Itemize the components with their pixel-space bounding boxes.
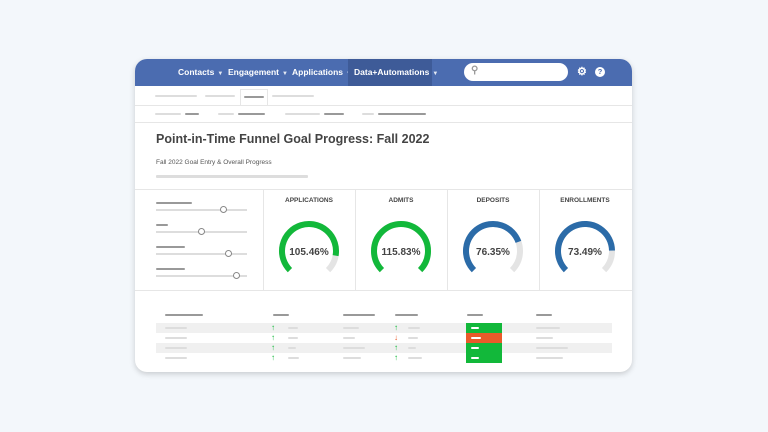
nav-engagement[interactable]: Engagement ▼	[223, 59, 293, 86]
slider-handle[interactable]	[219, 206, 227, 213]
tab-placeholder[interactable]	[155, 95, 197, 97]
gauge-applications: 105.46%	[279, 221, 339, 273]
nav-label: Engagement	[228, 67, 280, 77]
nav-applications[interactable]: Applications▼	[287, 59, 357, 86]
goal-slider[interactable]	[156, 228, 247, 235]
page-title: Point-in-Time Funnel Goal Progress: Fall…	[156, 132, 430, 146]
trend-up-icon: ↑	[271, 323, 275, 332]
goal-slider[interactable]	[156, 250, 247, 257]
trend-up-icon: ↑	[271, 353, 275, 362]
trend-up-icon: ↑	[394, 353, 398, 362]
slider-handle[interactable]	[225, 250, 233, 257]
slider-label	[156, 268, 185, 270]
status-badge	[466, 353, 502, 363]
gauge-title: APPLICATIONS	[285, 197, 333, 204]
dashboard-window: Contacts▼ Engagement▼ Applications▼ Data…	[135, 59, 632, 372]
trend-up-icon: ↑	[394, 343, 398, 352]
page-subtitle: Fall 2022 Goal Entry & Overall Progress	[156, 159, 272, 166]
slider-handle[interactable]	[198, 228, 205, 235]
gear-icon[interactable]: ⚙	[577, 66, 587, 78]
gauge-fill	[279, 221, 339, 273]
goal-slider[interactable]	[156, 272, 247, 279]
tab-placeholder[interactable]	[272, 95, 314, 97]
search-icon: ⚲	[471, 65, 479, 76]
table-row[interactable]: ↑ ↑	[156, 323, 612, 333]
nav-label: Data+Automations	[354, 67, 430, 77]
tab-active[interactable]	[240, 89, 268, 106]
gauge-value: 115.83%	[382, 247, 421, 258]
slider-label	[156, 246, 185, 248]
gauge-value: 76.35%	[476, 247, 510, 258]
gauge-fill	[555, 221, 615, 273]
goal-slider[interactable]	[156, 206, 247, 213]
table-row[interactable]: ↑ ↑	[156, 353, 612, 363]
tab-placeholder[interactable]	[205, 95, 235, 97]
status-badge	[466, 323, 502, 333]
gauge-value: 105.46%	[289, 247, 329, 258]
nav-contacts[interactable]: Contacts ▼	[173, 59, 228, 86]
gauge-fill	[463, 221, 522, 273]
status-badge	[466, 333, 502, 343]
help-icon[interactable]: ?	[595, 67, 605, 77]
chevron-down-icon: ▼	[282, 71, 288, 77]
trend-up-icon: ↑	[394, 323, 398, 332]
chevron-down-icon: ▼	[217, 71, 224, 77]
nav-label: Applications	[292, 67, 344, 77]
table-row[interactable]: ↑ ↓	[156, 333, 612, 343]
gauge-title: DEPOSITS	[476, 197, 510, 204]
slider-label	[156, 202, 192, 204]
slider-label	[156, 224, 168, 226]
trend-up-icon: ↑	[271, 333, 275, 342]
gauge-enrollments: 73.49%	[555, 221, 615, 273]
nav-label: Contacts	[178, 67, 215, 77]
nav-data-automations[interactable]: Data+Automations ▼	[348, 59, 438, 86]
gauge-deposits: 76.35%	[463, 221, 523, 273]
gauge-title: ADMITS	[388, 197, 414, 204]
trend-up-icon: ↑	[271, 343, 275, 352]
gauge-fill	[371, 221, 431, 273]
gauge-value: 73.49%	[568, 247, 602, 258]
trend-down-icon: ↓	[394, 333, 398, 342]
gauge-admits: 115.83%	[371, 221, 431, 273]
search-input[interactable]: ⚲	[464, 63, 568, 81]
slider-handle[interactable]	[232, 272, 240, 279]
top-nav: Contacts▼ Engagement▼ Applications▼ Data…	[135, 59, 632, 86]
chevron-down-icon: ▼	[432, 71, 439, 77]
gauge-title: ENROLLMENTS	[560, 197, 610, 204]
status-badge	[466, 343, 502, 353]
subtitle-underline	[156, 175, 308, 178]
table-row[interactable]: ↑ ↑	[156, 343, 612, 353]
